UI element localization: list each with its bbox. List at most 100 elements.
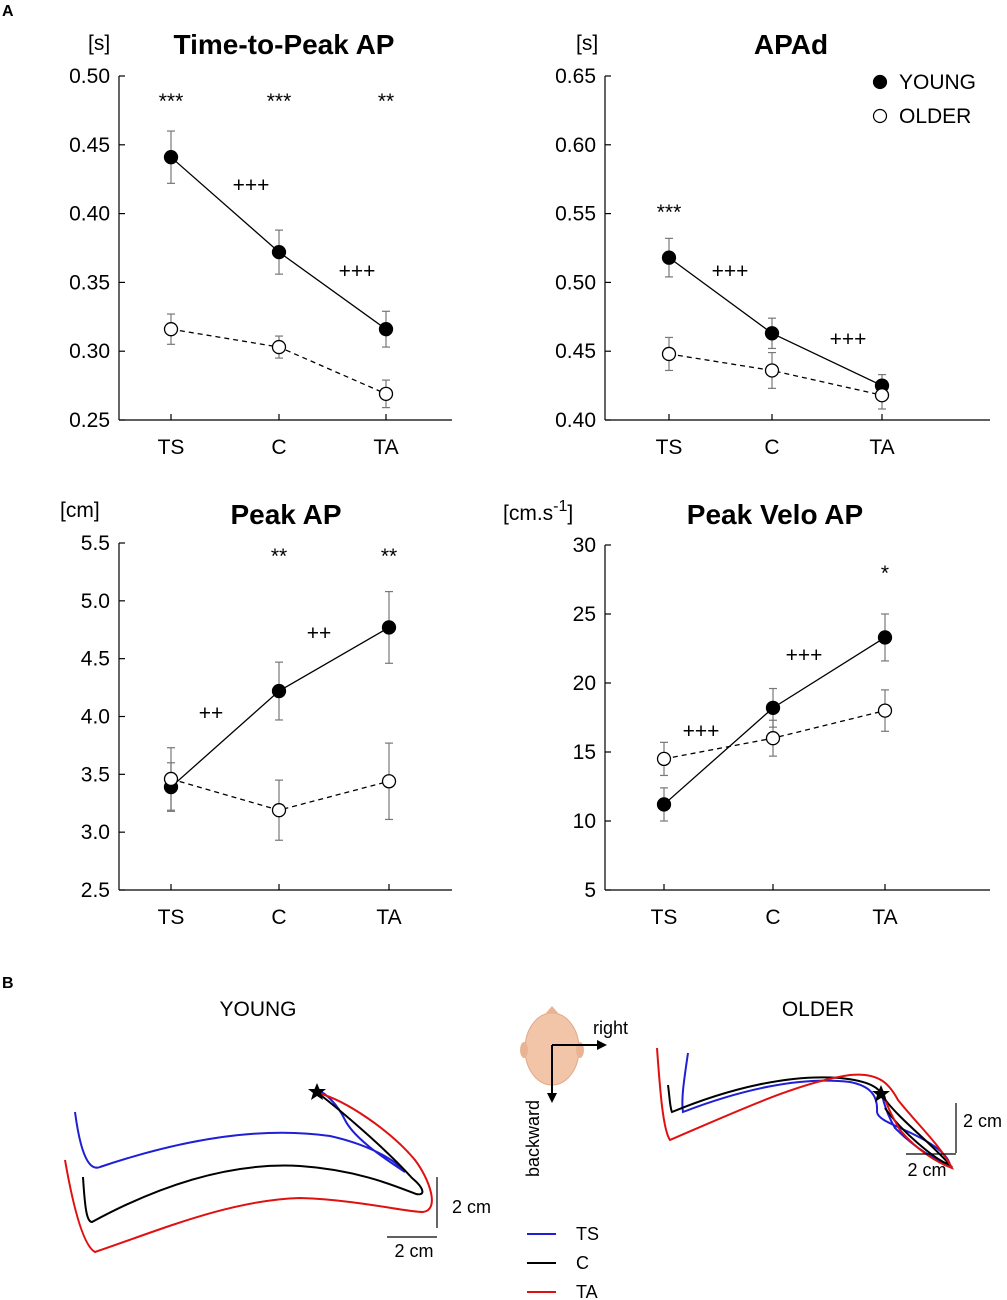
data-point-young	[764, 326, 780, 341]
legend-c-label: C	[576, 1253, 589, 1273]
group-significance-label: **	[381, 545, 397, 568]
data-point-older	[765, 731, 781, 746]
trajectory-legend: TS C TA	[527, 1224, 599, 1300]
condition-significance-label: +++	[683, 720, 720, 743]
condition-significance-label: +++	[786, 644, 823, 667]
young-trajectory-ts	[74, 1090, 406, 1173]
older-scale-label-horizontal: 2 cm	[907, 1160, 946, 1180]
y-tick-label: 0.25	[69, 409, 110, 432]
y-tick-label: 3.5	[81, 763, 110, 786]
y-tick-label: 5	[584, 879, 596, 902]
data-point-young	[656, 797, 672, 812]
y-tick-label: 4.0	[81, 706, 110, 729]
data-point-older	[381, 774, 397, 789]
y-tick-label: 5.5	[81, 532, 110, 555]
x-tick-label: TS	[158, 906, 185, 929]
data-point-young	[163, 150, 179, 165]
y-tick-label: 25	[573, 603, 596, 626]
data-point-older	[656, 751, 672, 767]
chart-title: APAd	[754, 29, 828, 60]
head-orientation-icon: right backward	[520, 1006, 628, 1177]
data-point-older	[271, 339, 287, 355]
young-trajectory-ta	[64, 1092, 433, 1254]
panel-letter-b: B	[2, 975, 14, 992]
x-tick-label: TA	[869, 436, 894, 459]
group-significance-label: **	[271, 545, 287, 568]
condition-significance-label: ++	[199, 702, 224, 725]
young-start-star-icon	[308, 1083, 326, 1100]
panel-letter-a: A	[2, 3, 14, 20]
y-axis-unit-label: [s]	[88, 32, 110, 55]
chart-peak-ap: 2.5 3.0 3.5 4.0 4.5 5.0 5.5 TS C TA Peak AP [cm] ** *…	[60, 499, 452, 929]
right-arrowhead-icon	[597, 1040, 607, 1050]
group-significance-label: ***	[159, 90, 184, 113]
older-trajectory-ta	[656, 1047, 955, 1170]
legend: YOUNG OLDER	[872, 71, 976, 128]
data-point-older	[877, 703, 893, 718]
y-tick-label: 0.40	[555, 409, 596, 432]
y-tick-label: 0.65	[555, 65, 596, 88]
data-point-older	[874, 388, 890, 403]
y-tick-label: 30	[573, 534, 596, 557]
trajectory-panel: YOUNG OLDER 2 cm 2 cm right backward T	[64, 998, 1002, 1300]
legend-older-marker	[872, 108, 888, 124]
y-tick-label: 5.0	[81, 590, 110, 613]
x-tick-label: TA	[373, 436, 398, 459]
x-tick-label: TS	[656, 436, 683, 459]
y-tick-label: 0.60	[555, 134, 596, 157]
condition-significance-label: +++	[712, 260, 749, 283]
young-trajectory-c	[82, 1092, 424, 1224]
chart-title: Peak Velo AP	[687, 499, 863, 530]
y-tick-label: 2.5	[81, 879, 110, 902]
backward-arrowhead-icon	[547, 1093, 557, 1103]
group-significance-label: ***	[267, 90, 292, 113]
y-tick-label: 0.30	[69, 340, 110, 363]
chart-time-to-peak-ap: 0.25 0.30 0.35 0.40 0.45 0.50 TS C TA Time-to-Pea…	[69, 29, 452, 459]
backward-axis-label: backward	[523, 1100, 543, 1177]
y-tick-label: 4.5	[81, 648, 110, 671]
older-trajectory-title: OLDER	[782, 998, 854, 1021]
data-point-young	[381, 620, 397, 635]
x-tick-label: TS	[651, 906, 678, 929]
data-point-young	[378, 322, 394, 337]
condition-significance-label: +++	[339, 260, 376, 283]
x-tick-label: C	[765, 906, 780, 929]
group-significance-label: *	[881, 562, 889, 585]
y-tick-label: 0.35	[69, 271, 110, 294]
older-start-star-icon	[872, 1085, 890, 1102]
data-point-young	[271, 683, 287, 699]
young-trajectory-title: YOUNG	[219, 998, 296, 1021]
young-scale-label-vertical: 2 cm	[452, 1197, 491, 1217]
older-trajectory-c	[667, 1076, 954, 1168]
legend-young-marker	[872, 74, 888, 90]
group-significance-label: **	[378, 90, 394, 113]
data-point-young	[271, 244, 287, 260]
legend-older-label: OLDER	[899, 105, 971, 128]
x-tick-label: TA	[376, 906, 401, 929]
x-tick-label: C	[764, 436, 779, 459]
young-scale-label-horizontal: 2 cm	[394, 1241, 433, 1261]
chart-title: Time-to-Peak AP	[174, 29, 395, 60]
data-point-older	[271, 803, 287, 818]
older-trajectory-ts	[681, 1052, 952, 1167]
y-tick-label: 20	[573, 672, 596, 695]
legend-ta-label: TA	[576, 1282, 598, 1300]
condition-significance-label: +++	[830, 328, 867, 351]
y-tick-label: 0.40	[69, 203, 110, 226]
x-tick-label: TA	[872, 906, 897, 929]
legend-young-label: YOUNG	[899, 71, 976, 94]
y-tick-label: 0.55	[555, 203, 596, 226]
data-point-older	[378, 386, 394, 402]
y-axis-unit-label: [s]	[576, 32, 598, 55]
y-tick-label: 10	[573, 810, 596, 833]
data-point-young	[877, 630, 893, 645]
legend-ts-label: TS	[576, 1224, 599, 1244]
y-axis-unit-label: [cm.s-1]	[503, 498, 573, 525]
y-axis-unit-label: [cm]	[60, 499, 100, 522]
chart-apad: 0.40 0.45 0.50 0.55 0.60 0.65 TS C TA APAd [s] *** +…	[555, 29, 990, 459]
left-ear-icon	[520, 1042, 528, 1058]
data-point-older	[661, 346, 677, 362]
older-scale-label-vertical: 2 cm	[963, 1111, 1002, 1131]
nose-icon	[545, 1006, 559, 1014]
